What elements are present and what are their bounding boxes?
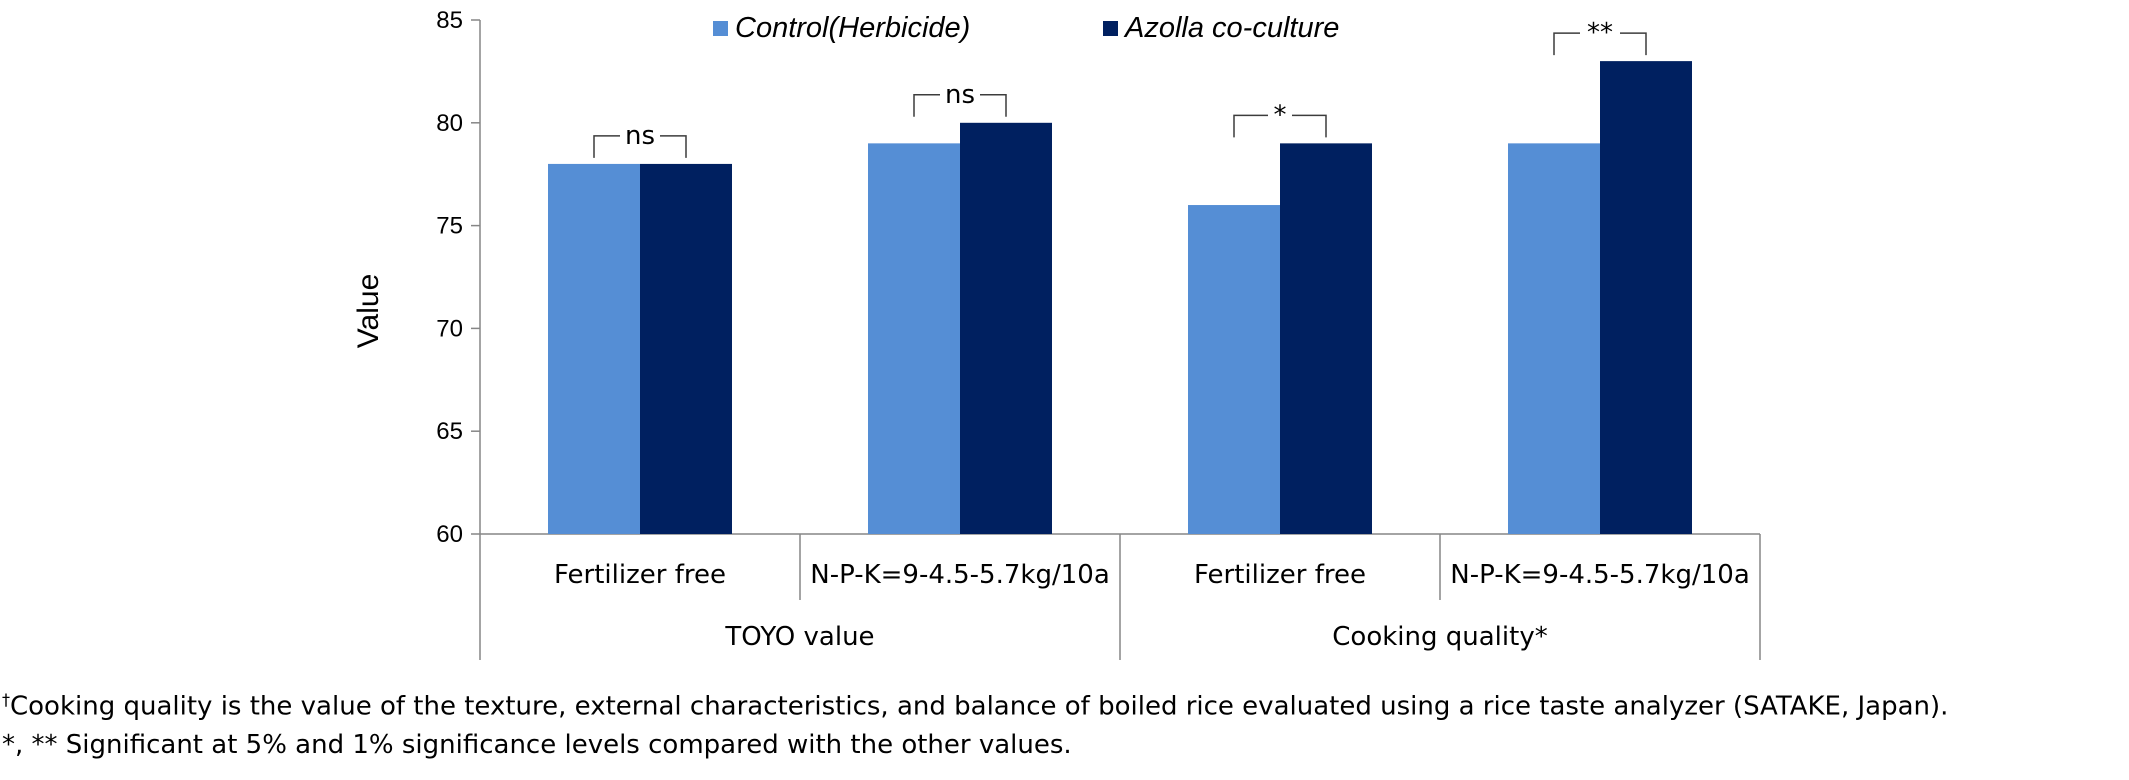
significance-label: ns: [625, 121, 655, 151]
footnote-cooking-quality: †Cooking quality is the value of the tex…: [2, 690, 2127, 722]
significance-label-bg: [620, 131, 660, 140]
footnote-line-1: Cooking quality is the value of the text…: [10, 691, 1949, 722]
significance-label-bg: [940, 90, 980, 99]
group-label: TOYO value: [724, 622, 874, 652]
significance-label-bg: [1268, 111, 1292, 120]
legend-label-azolla: Azolla co-culture: [1123, 12, 1339, 44]
significance-label: *: [1274, 100, 1287, 130]
dagger-mark: †: [2, 690, 10, 709]
chart-axes: 60 65 70 75 80 85 Fertilizer free N-P-K=9-4.5-5…: [436, 7, 1761, 660]
bar-azolla: [640, 163, 732, 535]
significance-label: **: [1587, 18, 1613, 48]
chart-legend: Control(Herbicide) Azolla co-culture: [713, 12, 1339, 44]
y-tick-label: 80: [436, 110, 463, 137]
significance-label: ns: [945, 80, 975, 110]
bar-control: [868, 143, 960, 535]
chart-bars: [548, 61, 1692, 535]
bar-azolla: [1600, 61, 1692, 535]
legend-label-control: Control(Herbicide): [735, 12, 970, 44]
y-tick-label: 70: [436, 315, 463, 342]
legend-swatch-control: [713, 21, 728, 36]
bar-control: [1188, 205, 1280, 535]
bar-control: [1508, 143, 1600, 535]
y-tick-label: 60: [436, 521, 463, 548]
y-axis-label: Value: [352, 274, 385, 349]
bar-azolla: [1280, 143, 1372, 535]
category-label: N-P-K=9-4.5-5.7kg/10a: [810, 560, 1110, 590]
category-label: Fertilizer free: [1194, 560, 1366, 590]
bar-control: [548, 163, 640, 535]
bar-chart: 60 65 70 75 80 85 Fertilizer free N-P-K=9-4.5-5…: [352, 7, 1761, 660]
y-tick-label: 75: [436, 213, 463, 240]
y-tick-label: 85: [436, 7, 463, 34]
significance-label-bg: [1580, 29, 1620, 38]
category-label: N-P-K=9-4.5-5.7kg/10a: [1450, 560, 1750, 590]
category-label: Fertilizer free: [554, 560, 726, 590]
bar-azolla: [960, 122, 1052, 535]
footnote-significance: *, ** Significant at 5% and 1% significa…: [2, 730, 1072, 760]
y-tick-label: 65: [436, 418, 463, 445]
legend-swatch-azolla: [1103, 21, 1118, 36]
group-label: Cooking quality*: [1332, 622, 1547, 652]
